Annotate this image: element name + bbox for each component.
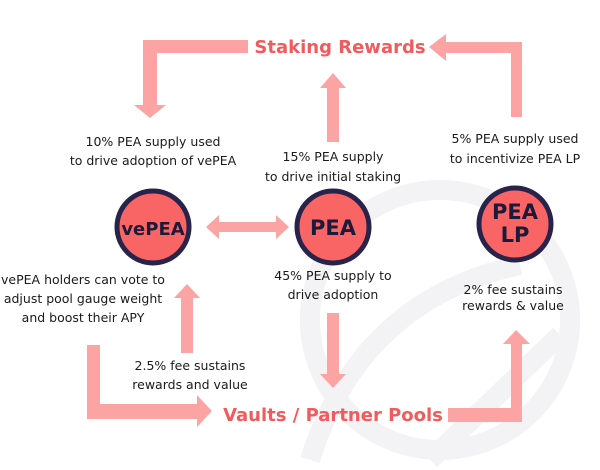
label-line: 2% fee sustains [464, 282, 563, 297]
node-pea: PEA [294, 188, 372, 266]
label-pea-adoption: 45% PEA supply to drive adoption [274, 268, 391, 302]
label-line: and boost their APY [22, 310, 145, 325]
node-pea-lp-label-line1: PEA [492, 200, 539, 224]
node-vepea: vePEA [114, 188, 192, 266]
arrow-rewards-to-vepea [134, 40, 248, 118]
label-lp-fee: 2% fee sustains rewards & value [462, 282, 564, 313]
node-vepea-label: vePEA [121, 219, 184, 240]
staking-rewards-heading: Staking Rewards [254, 37, 425, 58]
label-line: 2.5% fee sustains [135, 358, 246, 373]
arrow-pea-to-rewards [320, 73, 346, 142]
node-pea-label: PEA [310, 216, 357, 240]
label-line: rewards and value [132, 377, 248, 392]
label-line: 10% PEA supply used [86, 134, 221, 149]
label-lp-supply: 5% PEA supply used to incentivize PEA LP [450, 131, 581, 166]
arrow-pools-to-lp [448, 330, 530, 422]
label-line: 5% PEA supply used [452, 131, 579, 146]
label-pea-staking: 15% PEA supply to drive initial staking [265, 149, 401, 184]
label-line: adjust pool gauge weight [4, 291, 162, 306]
arrow-holders-to-pools [87, 345, 212, 427]
label-line: drive adoption [288, 287, 379, 302]
arrow-pea-to-pools [320, 313, 346, 388]
label-line: to drive initial staking [265, 169, 401, 184]
label-line: vePEA holders can vote to [1, 272, 165, 287]
label-line: to drive adoption of vePEA [70, 153, 237, 168]
node-pea-lp: PEA LP [476, 185, 554, 263]
arrow-pools-to-vepea [174, 284, 200, 353]
node-pea-lp-label-line2: LP [501, 223, 530, 247]
watermark-logo [300, 180, 580, 468]
label-vepea-supply: 10% PEA supply used to drive adoption of… [70, 134, 237, 168]
label-line: to incentivize PEA LP [450, 151, 581, 166]
label-vepea-fee: 2.5% fee sustains rewards and value [132, 358, 248, 392]
arrow-lp-to-rewards [429, 34, 522, 117]
label-vepea-holders: vePEA holders can vote to adjust pool ga… [1, 272, 165, 325]
arrow-vepea-pea-double [206, 215, 289, 239]
label-line: 15% PEA supply [283, 149, 384, 164]
label-line: 45% PEA supply to [274, 268, 391, 283]
vaults-partner-pools-heading: Vaults / Partner Pools [223, 405, 443, 426]
label-line: rewards & value [462, 298, 564, 313]
